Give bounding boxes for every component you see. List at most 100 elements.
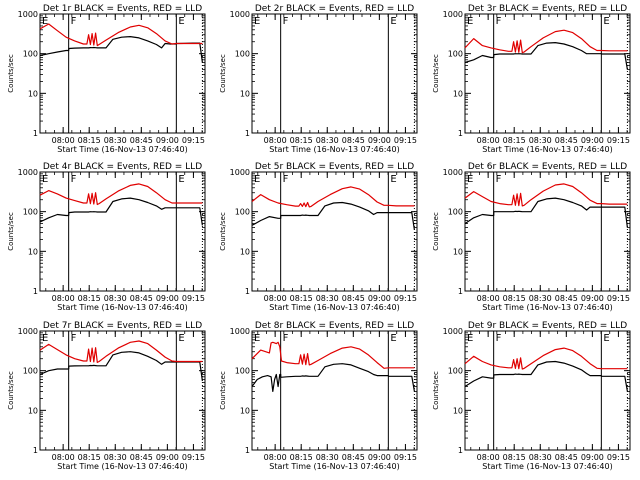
series-line-events <box>39 351 203 382</box>
x-tick-label: 08:15 <box>78 136 101 145</box>
y-axis-label: Counts/sec <box>432 212 440 251</box>
y-tick-label: 100 <box>235 208 250 217</box>
event-marker-label: F <box>283 174 289 185</box>
chart-title: Det 1r BLACK = Events, RED = LLD <box>43 4 202 14</box>
event-marker-label: E <box>603 174 609 185</box>
y-tick-label: 1 <box>458 129 463 138</box>
series-line-lld <box>464 183 628 207</box>
event-marker-label: E <box>254 174 260 185</box>
x-tick-label: 09:00 <box>368 453 391 462</box>
x-tick-label: 08:45 <box>555 453 578 462</box>
y-axis-label: Counts/sec <box>7 371 15 410</box>
y-tick-label: 1 <box>245 446 250 455</box>
series-line-events <box>464 41 628 70</box>
chart-title: Det 6r BLACK = Events, RED = LLD <box>468 162 627 172</box>
y-tick-label: 100 <box>448 208 463 217</box>
x-tick-label: 08:15 <box>78 453 101 462</box>
series-line-lld <box>39 183 203 206</box>
chart-panel-8: Det 8r BLACK = Events, RED = LLD 1 10 100 10… <box>219 321 418 471</box>
plot-frame <box>251 13 418 134</box>
y-tick-label: 10 <box>453 89 463 98</box>
event-marker-label: F <box>496 333 502 344</box>
y-axis-label: Counts/sec <box>219 371 227 410</box>
x-tick-label: 08:45 <box>342 136 365 145</box>
x-tick-label: 08:30 <box>529 294 552 303</box>
y-tick-label: 100 <box>448 50 463 59</box>
event-marker-label: E <box>467 16 473 27</box>
x-tick-label: 08:00 <box>477 294 500 303</box>
chart-title: Det 3r BLACK = Events, RED = LLD <box>468 4 627 14</box>
series-line-events <box>464 197 628 228</box>
x-tick-label: 09:00 <box>156 453 179 462</box>
chart-panel-4: Det 4r BLACK = Events, RED = LLD 1 10 100 10… <box>7 162 206 312</box>
y-axis-label: Counts/sec <box>219 54 227 93</box>
x-tick-label: 09:00 <box>156 136 179 145</box>
chart-panel-5: Det 5r BLACK = Events, RED = LLD 1 10 100 10… <box>219 162 418 312</box>
x-tick-label: 08:30 <box>529 136 552 145</box>
x-axis-label: Start Time (16-Nov-13 07:46:40) <box>269 145 399 154</box>
event-marker-label: E <box>254 16 260 27</box>
event-marker-label: E <box>42 16 48 27</box>
y-tick-label: 1000 <box>18 168 38 177</box>
x-tick-label: 08:45 <box>555 136 578 145</box>
y-tick-label: 1000 <box>443 10 463 19</box>
y-tick-label: 1000 <box>443 327 463 336</box>
x-tick-label: 08:30 <box>104 136 127 145</box>
event-marker-label: F <box>496 16 502 27</box>
x-axis-label: Start Time (16-Nov-13 07:46:40) <box>57 145 187 154</box>
x-tick-label: 09:15 <box>394 453 417 462</box>
x-tick-label: 09:15 <box>182 453 205 462</box>
event-marker-label: E <box>390 16 396 27</box>
x-tick-label: 08:45 <box>555 294 578 303</box>
x-tick-label: 08:00 <box>264 453 287 462</box>
event-marker-label: E <box>178 16 184 27</box>
chart-panel-3: Det 3r BLACK = Events, RED = LLD 1 10 100 10… <box>432 4 631 154</box>
chart-title: Det 4r BLACK = Events, RED = LLD <box>43 162 202 172</box>
chart-title: Det 5r BLACK = Events, RED = LLD <box>255 162 414 172</box>
plot-frame <box>464 330 631 451</box>
series-line-events <box>39 35 203 63</box>
x-tick-label: 08:45 <box>130 453 153 462</box>
y-tick-label: 1000 <box>443 168 463 177</box>
x-tick-label: 08:30 <box>104 453 127 462</box>
event-marker-label: E <box>178 174 184 185</box>
y-tick-label: 10 <box>28 89 38 98</box>
series-line-lld <box>251 341 415 369</box>
x-axis-label: Start Time (16-Nov-13 07:46:40) <box>482 303 612 312</box>
x-axis-label: Start Time (16-Nov-13 07:46:40) <box>482 462 612 471</box>
x-tick-label: 09:00 <box>156 294 179 303</box>
x-tick-label: 09:15 <box>607 136 630 145</box>
x-tick-label: 08:15 <box>503 136 526 145</box>
event-marker-label: F <box>71 333 77 344</box>
event-marker-label: E <box>42 174 48 185</box>
y-tick-label: 100 <box>23 208 38 217</box>
x-tick-label: 08:15 <box>290 453 313 462</box>
x-tick-label: 08:45 <box>342 294 365 303</box>
y-tick-label: 1000 <box>18 327 38 336</box>
y-tick-label: 1000 <box>230 168 250 177</box>
event-marker-label: F <box>283 16 289 27</box>
chart-panel-7: Det 7r BLACK = Events, RED = LLD 1 10 100 10… <box>7 321 206 471</box>
series-line-lld <box>39 23 203 47</box>
event-marker-label: F <box>71 174 77 185</box>
x-tick-label: 08:00 <box>477 136 500 145</box>
x-tick-label: 08:45 <box>130 136 153 145</box>
series-line-lld <box>464 347 628 370</box>
chart-title: Det 9r BLACK = Events, RED = LLD <box>468 321 627 331</box>
x-tick-label: 09:00 <box>368 294 391 303</box>
plot-frame <box>464 171 631 292</box>
series-line-events <box>39 197 203 226</box>
y-tick-label: 100 <box>448 367 463 376</box>
x-tick-label: 08:45 <box>130 294 153 303</box>
y-tick-label: 100 <box>23 367 38 376</box>
y-tick-label: 10 <box>453 247 463 256</box>
x-tick-label: 09:15 <box>394 294 417 303</box>
y-tick-label: 1 <box>245 129 250 138</box>
x-axis-label: Start Time (16-Nov-13 07:46:40) <box>57 303 187 312</box>
event-marker-label: F <box>283 333 289 344</box>
x-tick-label: 09:15 <box>607 453 630 462</box>
y-axis-label: Counts/sec <box>432 54 440 93</box>
chart-panel-9: Det 9r BLACK = Events, RED = LLD 1 10 100 10… <box>432 321 631 471</box>
plot-frame <box>39 171 206 292</box>
